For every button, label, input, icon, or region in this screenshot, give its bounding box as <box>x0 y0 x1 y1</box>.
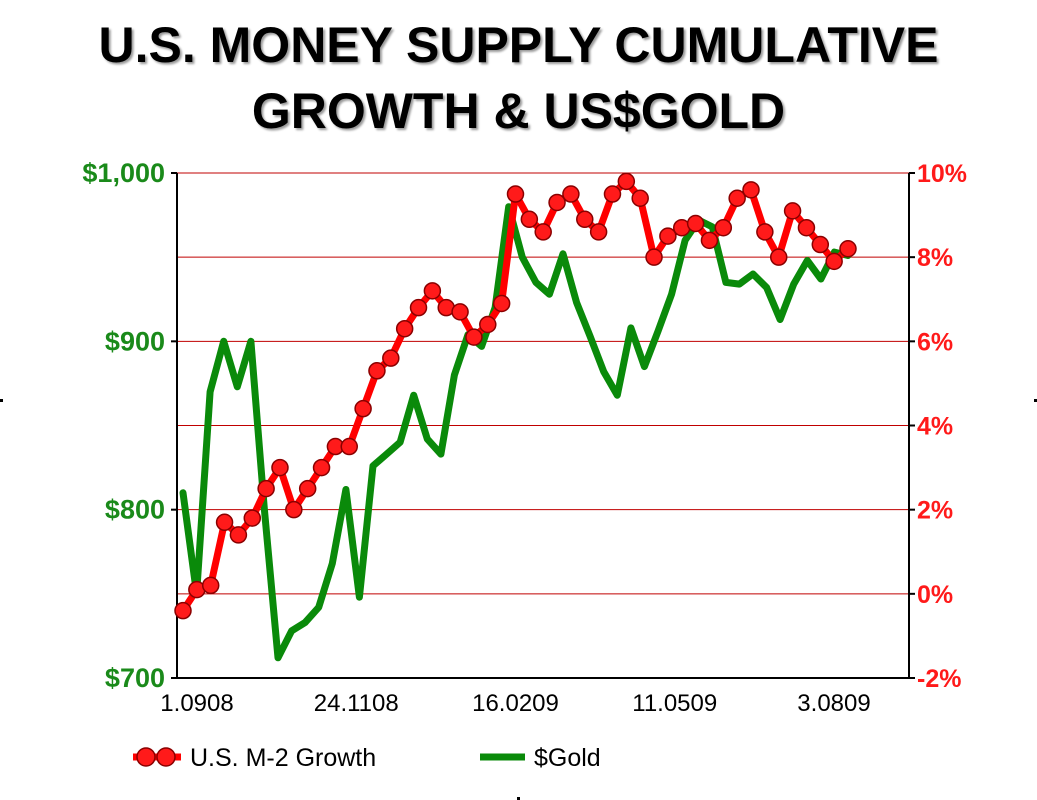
m2-point <box>395 319 414 338</box>
edge-mark <box>1034 399 1037 402</box>
m2-point <box>423 282 442 300</box>
chart-subtitle: GROWTH & US$GOLD <box>251 83 786 139</box>
m2-point <box>340 437 358 456</box>
m2-point <box>451 303 469 321</box>
m2-point <box>354 399 372 418</box>
m2-point <box>298 479 317 498</box>
right-tick-label: 2% <box>917 497 953 525</box>
m2-point <box>589 223 608 241</box>
m2-point <box>769 248 788 266</box>
m2-point <box>783 202 802 220</box>
right-axis-ticks: -2% 0% 2% 4% 6% 8% 10% <box>909 160 967 693</box>
m2-point <box>576 210 594 229</box>
series-m2-growth <box>174 172 857 620</box>
m2-point <box>756 223 774 241</box>
x-tick-label: 24.1108 <box>314 690 399 717</box>
m2-point <box>617 172 636 191</box>
x-tick-label: 16.0209 <box>472 690 559 717</box>
m2-point <box>215 513 234 532</box>
m2-point <box>742 181 760 199</box>
left-tick-label: $800 <box>105 495 165 525</box>
m2-point <box>659 227 677 245</box>
left-tick-label: $700 <box>105 663 165 693</box>
m2-point <box>825 252 843 271</box>
right-tick-label: -2% <box>917 665 961 693</box>
left-tick-label: $900 <box>105 326 165 356</box>
m2-point <box>174 601 192 620</box>
legend-m2-swatch-marker <box>156 747 176 767</box>
m2-point <box>520 210 539 229</box>
m2-point <box>382 349 400 367</box>
m2-point <box>631 189 649 207</box>
m2-point <box>243 509 262 527</box>
m2-point <box>229 526 248 544</box>
edge-mark <box>0 399 3 402</box>
m2-point <box>534 223 552 241</box>
right-tick-label: 0% <box>917 581 953 609</box>
m2-point <box>368 362 386 380</box>
edge-mark <box>517 797 520 800</box>
m2-point <box>506 185 525 203</box>
edge-marks <box>0 399 1037 800</box>
m2-point <box>257 479 275 498</box>
m2-point <box>839 240 857 258</box>
m2-point <box>603 185 622 203</box>
m2-point <box>201 576 220 595</box>
right-tick-label: 8% <box>917 244 953 272</box>
right-tick-label: 4% <box>917 413 953 441</box>
legend: U.S. M-2 Growth $Gold <box>133 744 601 772</box>
m2-point <box>271 458 289 477</box>
left-tick-label: $1,000 <box>82 158 165 188</box>
chart-title: U.S. MONEY SUPPLY CUMULATIVE <box>98 17 939 73</box>
right-tick-label: 6% <box>917 328 953 356</box>
legend-gold-label: $Gold <box>534 744 601 772</box>
m2-point <box>548 193 566 212</box>
x-tick-label: 3.0809 <box>797 690 870 717</box>
m2-point <box>645 248 663 266</box>
legend-m2-label: U.S. M-2 Growth <box>190 744 376 772</box>
m2-point <box>728 189 746 207</box>
right-tick-label: 10% <box>917 160 967 188</box>
gold-line <box>179 203 852 662</box>
m2-point <box>285 500 303 519</box>
m2-point <box>479 315 497 334</box>
x-tick-label: 1.0908 <box>160 690 233 717</box>
left-axis-ticks: $700 $800 $900 $1,000 <box>82 158 177 693</box>
m2-point <box>700 231 719 250</box>
x-axis-ticks: 1.0908 24.1108 16.0209 11.0509 3.0809 <box>160 690 870 717</box>
gridlines <box>177 172 909 595</box>
m2-point <box>797 218 816 237</box>
m2-point <box>492 294 511 313</box>
m2-point <box>312 458 331 477</box>
m2-point <box>465 328 483 346</box>
m2-point <box>409 298 428 317</box>
m2-point <box>714 218 733 237</box>
m2-point <box>811 235 830 254</box>
x-tick-label: 11.0509 <box>632 690 717 717</box>
m2-line <box>179 177 852 615</box>
m2-point <box>562 185 580 203</box>
series-gold <box>179 203 852 662</box>
m2-point <box>686 214 705 233</box>
legend-m2-swatch-marker <box>136 747 156 767</box>
